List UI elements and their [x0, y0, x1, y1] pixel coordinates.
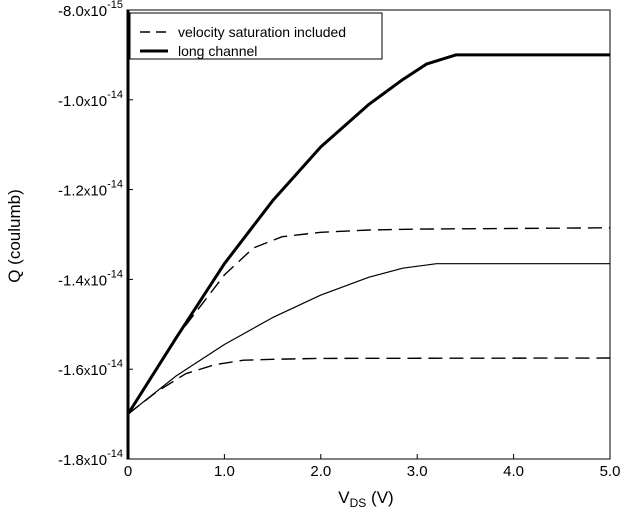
- x-axis-label: VDS (V): [338, 488, 393, 510]
- y-tick-label-4-part-0: -1.6: [58, 362, 84, 379]
- y-tick-label-1-part-0: -1.0: [58, 93, 84, 110]
- y-axis-label: Q (coulumb): [5, 189, 24, 283]
- x-tick-label-0: 0: [124, 463, 132, 480]
- series-2-line: [127, 263, 610, 415]
- y-tick-label-0: -8.0x10-15: [58, 0, 123, 20]
- y-tick-label-0-part-3: -15: [107, 0, 123, 11]
- y-tick-label-4-part-1: x: [84, 363, 91, 378]
- y-tick-label-0-part-1: x: [84, 4, 91, 19]
- y-tick-label-5-part-2: 10: [90, 452, 107, 469]
- y-tick-label-5-part-0: -1.8: [58, 452, 84, 469]
- y-tick-label-0-part-0: -8.0: [58, 3, 84, 20]
- y-tick-label-1-part-2: 10: [90, 93, 107, 110]
- legend-label-1: long channel: [178, 43, 257, 59]
- y-tick-label-2-part-2: 10: [90, 183, 107, 200]
- y-tick-label-2-part-0: -1.2: [58, 183, 84, 200]
- y-tick-label-2-part-1: x: [84, 184, 91, 199]
- y-tick-label-1-part-1: x: [84, 94, 91, 109]
- legend-box: [129, 12, 383, 60]
- y-tick-label-2-part-3: -14: [107, 179, 123, 191]
- y-tick-label-4: -1.6x10-14: [58, 358, 123, 379]
- y-tick-label-5-part-1: x: [84, 453, 91, 468]
- y-tick-label-3-part-0: -1.4: [58, 272, 84, 289]
- y-tick-label-3: -1.4x10-14: [58, 268, 123, 289]
- y-tick-label-2: -1.2x10-14: [58, 179, 123, 200]
- x-tick-label-4: 4.0: [503, 463, 524, 480]
- x-axis-label-sub: DS: [350, 496, 367, 510]
- y-tick-label-4-part-3: -14: [107, 358, 123, 370]
- series-0-line: [126, 53, 610, 415]
- y-ticks: -8.0x10-15-1.0x10-14-1.2x10-14-1.4x10-14…: [58, 0, 133, 469]
- x-tick-label-5: 5.0: [600, 463, 621, 480]
- x-axis-label-main: V: [338, 488, 350, 507]
- x-ticks: 0 1.0 2.0 3.0 4.0 5.0: [124, 454, 621, 480]
- y-tick-label-1-part-3: -14: [107, 89, 123, 101]
- y-tick-label-5: -1.8x10-14: [58, 448, 123, 469]
- y-tick-label-3-part-1: x: [84, 273, 91, 288]
- y-tick-label-4-part-2: 10: [90, 362, 107, 379]
- y-tick-label-3-part-3: -14: [107, 268, 123, 280]
- y-tick-label-1: -1.0x10-14: [58, 89, 123, 110]
- y-tick-label-3-part-2: 10: [90, 272, 107, 289]
- x-tick-label-3: 3.0: [407, 463, 428, 480]
- series-3-line: [127, 357, 611, 415]
- legend: velocity saturation included long channe…: [129, 12, 383, 60]
- plot-area: [126, 9, 611, 460]
- y-tick-label-5-part-3: -14: [107, 448, 123, 460]
- y-tick-label-0-part-2: 10: [90, 3, 107, 20]
- x-axis-label-rest: (V): [366, 488, 393, 507]
- series-1-line: [127, 227, 611, 415]
- legend-label-0: velocity saturation included: [178, 24, 346, 40]
- x-tick-label-1: 1.0: [214, 463, 235, 480]
- series-layer: [126, 53, 611, 415]
- x-tick-label-2: 2.0: [310, 463, 331, 480]
